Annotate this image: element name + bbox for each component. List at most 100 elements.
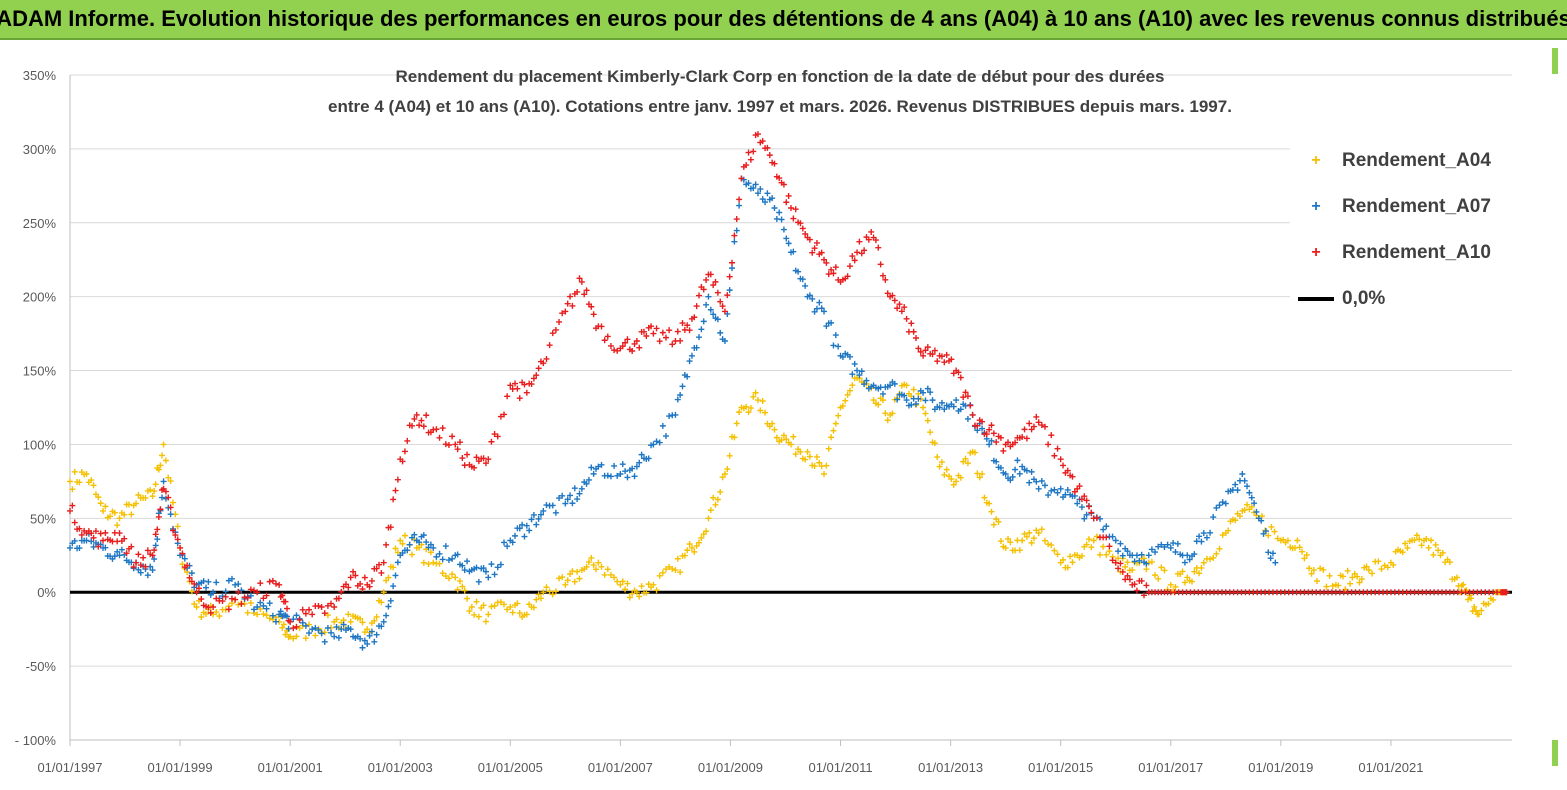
data-point-fill: [533, 372, 540, 379]
data-point-fill: [1064, 467, 1071, 474]
data-point-fill: [1271, 528, 1278, 535]
data-point-fill: [1041, 482, 1048, 489]
data-point-fill: [142, 494, 149, 501]
data-point-fill: [724, 466, 731, 473]
data-point-fill: [552, 509, 559, 516]
data-point-fill: [198, 596, 205, 603]
data-point-fill: [188, 570, 195, 577]
data-point-fill: [480, 455, 487, 462]
data-point-fill: [1303, 551, 1310, 558]
data-point-fill: [459, 455, 466, 462]
data-point-fill: [622, 468, 629, 475]
data-point-fill: [691, 314, 698, 321]
data-point-fill: [488, 438, 495, 445]
data-point-fill: [585, 476, 592, 483]
data-point-fill: [328, 600, 335, 607]
data-point-fill: [71, 519, 78, 526]
data-point-fill: [279, 592, 286, 599]
data-point-fill: [792, 451, 799, 458]
data-point-fill: [825, 445, 832, 452]
data-point-fill: [1369, 570, 1376, 577]
data-point-fill: [636, 459, 643, 466]
data-point-fill: [491, 431, 498, 438]
data-point-fill: [338, 588, 345, 595]
data-point: [1200, 530, 1207, 537]
data-point-fill: [1078, 552, 1085, 559]
data-point-fill: [512, 380, 519, 387]
data-point-fill: [588, 554, 595, 561]
data-point-fill: [449, 555, 456, 562]
data-point-fill: [604, 566, 611, 573]
data-point-fill: [1054, 445, 1061, 452]
data-point: [903, 397, 910, 404]
data-point-fill: [1265, 532, 1272, 539]
data-point-fill: [504, 543, 511, 550]
data-point-fill: [849, 253, 856, 260]
x-tick-label: 01/01/1997: [37, 760, 102, 775]
data-point-fill: [191, 580, 198, 587]
data-point-fill: [111, 553, 118, 560]
data-point-fill: [158, 452, 165, 459]
legend-item-a07: + Rendement_A07: [1290, 184, 1520, 230]
data-point-fill: [1161, 567, 1168, 574]
data-point-fill: [882, 410, 889, 417]
data-point-fill: [1253, 508, 1260, 515]
data-point-fill: [392, 487, 399, 494]
data-point-fill: [674, 396, 681, 403]
data-point-fill: [404, 547, 411, 554]
banner: ADAM Informe. Evolution historique des p…: [0, 0, 1567, 40]
data-point-fill: [598, 563, 605, 570]
data-point-fill: [1210, 554, 1217, 561]
data-point-fill: [993, 458, 1000, 465]
data-point-fill: [917, 348, 924, 355]
data-point: [287, 633, 294, 640]
data-point-fill: [526, 527, 533, 534]
data-point-fill: [979, 470, 986, 477]
data-point-fill: [1005, 535, 1012, 542]
data-point-fill: [333, 616, 340, 623]
chart-title: Rendement du placement Kimberly-Clark Co…: [290, 62, 1270, 122]
data-point-fill: [1026, 479, 1033, 486]
data-point-fill: [872, 237, 879, 244]
data-point: [705, 515, 712, 522]
data-point-fill: [69, 486, 76, 493]
data-point-fill: [1041, 537, 1048, 544]
data-point-fill: [491, 571, 498, 578]
data-point-fill: [622, 586, 629, 593]
data-point-fill: [684, 547, 691, 554]
data-point: [1112, 559, 1119, 566]
data-point-fill: [1216, 545, 1223, 552]
data-point-fill: [1269, 550, 1276, 557]
data-point-fill: [1033, 478, 1040, 485]
data-point-fill: [273, 618, 279, 625]
data-point-fill: [750, 148, 757, 155]
data-point-fill: [1416, 536, 1423, 543]
data-point-fill: [516, 525, 523, 532]
data-point-fill: [1181, 579, 1188, 586]
data-point-fill: [698, 326, 705, 333]
data-point-fill: [121, 511, 128, 518]
data-point-fill: [1054, 489, 1061, 496]
data-point-fill: [997, 464, 1004, 471]
data-point: [920, 404, 927, 411]
data-point-fill: [1048, 432, 1055, 439]
data-point-fill: [988, 437, 995, 444]
data-point-fill: [128, 543, 135, 550]
data-point-fill: [764, 144, 771, 151]
data-point-fill: [282, 598, 289, 605]
data-point-fill: [710, 311, 717, 318]
data-point-fill: [537, 595, 544, 602]
data-point-fill: [207, 609, 214, 616]
data-point: [309, 626, 316, 633]
data-point-fill: [282, 631, 289, 638]
data-point-fill: [1103, 523, 1110, 530]
data-point: [1475, 611, 1482, 618]
data-point-fill: [1067, 553, 1074, 560]
data-point-fill: [269, 612, 276, 619]
data-point-fill: [778, 216, 785, 223]
data-point-fill: [442, 441, 449, 448]
data-point-fill: [567, 492, 574, 499]
legend-label-a07: Rendement_A07: [1342, 196, 1491, 217]
data-point-fill: [851, 257, 858, 264]
data-point-fill: [662, 433, 669, 440]
